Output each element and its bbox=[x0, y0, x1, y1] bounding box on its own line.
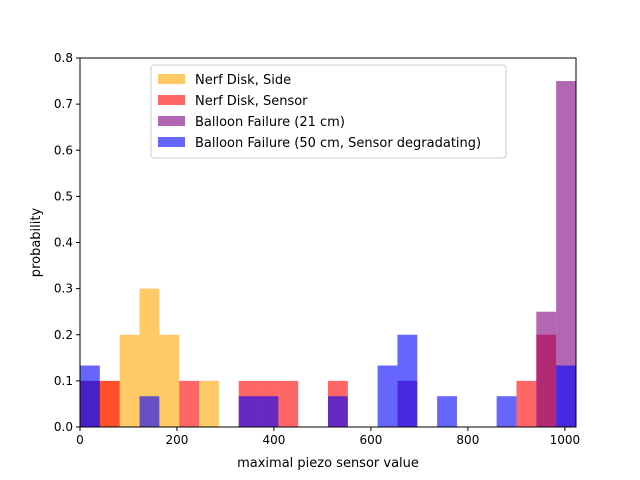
histogram-bar-series-3-bin-2 bbox=[238, 396, 259, 427]
y-tick-label: 0.3 bbox=[54, 282, 73, 296]
histogram-bar-series-0-bin-4 bbox=[159, 334, 180, 427]
histogram-bar-series-3-bin-1 bbox=[139, 396, 160, 427]
x-tick-label: 400 bbox=[262, 433, 285, 447]
y-tick-label: 0.7 bbox=[54, 97, 73, 111]
histogram-bar-series-3-bin-3 bbox=[258, 396, 279, 427]
legend-swatch bbox=[158, 95, 185, 105]
histogram-bar-series-3-bin-7 bbox=[437, 396, 457, 427]
histogram-bar-series-0-bin-3 bbox=[139, 288, 160, 428]
histogram-bar-series-0-bin-5 bbox=[199, 380, 219, 428]
histogram-bar-series-1-bin-1 bbox=[179, 380, 200, 428]
legend: Nerf Disk, Side Nerf Disk, Sensor Balloon … bbox=[150, 64, 507, 159]
y-tick-label: 0.4 bbox=[54, 236, 73, 250]
y-tick-label: 0.8 bbox=[54, 51, 73, 65]
legend-label: Nerf Disk, Side bbox=[195, 73, 291, 88]
histogram-bar-series-0-bin-2 bbox=[119, 334, 140, 427]
y-tick-label: 0.5 bbox=[54, 189, 73, 203]
legend-swatch bbox=[158, 116, 185, 126]
y-axis-label: probability bbox=[29, 208, 44, 278]
x-tick-label: 1000 bbox=[550, 433, 581, 447]
histogram-bar-series-3-bin-9 bbox=[556, 365, 576, 427]
legend-box bbox=[150, 64, 507, 159]
histogram-bar-series-3-bin-6 bbox=[397, 334, 418, 427]
y-tick-label: 0.1 bbox=[54, 374, 73, 388]
x-tick-label: 600 bbox=[359, 433, 382, 447]
legend-label: Balloon Failure (50 cm, Sensor degradati… bbox=[195, 136, 481, 151]
legend-label: Balloon Failure (21 cm) bbox=[195, 115, 345, 130]
y-tick-label: 0.2 bbox=[54, 328, 73, 342]
histogram-bar-series-3-bin-8 bbox=[496, 396, 517, 427]
histogram-bar-series-3-bin-0 bbox=[80, 365, 100, 427]
y-tick-label: 0.0 bbox=[54, 420, 73, 434]
y-axis: 0.0 0.1 0.2 0.3 0.4 0.5 0.6 0.7 0.8 bbox=[54, 51, 80, 434]
histogram-bar-series-1-bin-4 bbox=[278, 380, 299, 428]
histogram-bar-series-2-bin-2 bbox=[536, 311, 557, 427]
histogram-bar-series-3-bin-4 bbox=[328, 396, 348, 427]
histogram-bar-series-1-bin-0 bbox=[99, 380, 120, 428]
histogram-bar-series-1-bin-6 bbox=[516, 380, 537, 428]
histogram-bar-series-2-bin-3 bbox=[556, 81, 576, 427]
x-axis-label: maximal piezo sensor value bbox=[237, 456, 419, 471]
y-tick-label: 0.6 bbox=[54, 143, 73, 157]
histogram-bar-series-3-bin-5 bbox=[377, 365, 398, 427]
x-tick-label: 0 bbox=[76, 433, 84, 447]
x-axis: 0 200 400 600 800 1000 bbox=[76, 427, 580, 447]
legend-label: Nerf Disk, Sensor bbox=[195, 94, 308, 109]
x-tick-label: 200 bbox=[166, 433, 189, 447]
legend-swatch bbox=[158, 74, 185, 84]
legend-swatch bbox=[158, 137, 185, 147]
x-tick-label: 800 bbox=[456, 433, 479, 447]
bars-layer bbox=[80, 81, 576, 428]
